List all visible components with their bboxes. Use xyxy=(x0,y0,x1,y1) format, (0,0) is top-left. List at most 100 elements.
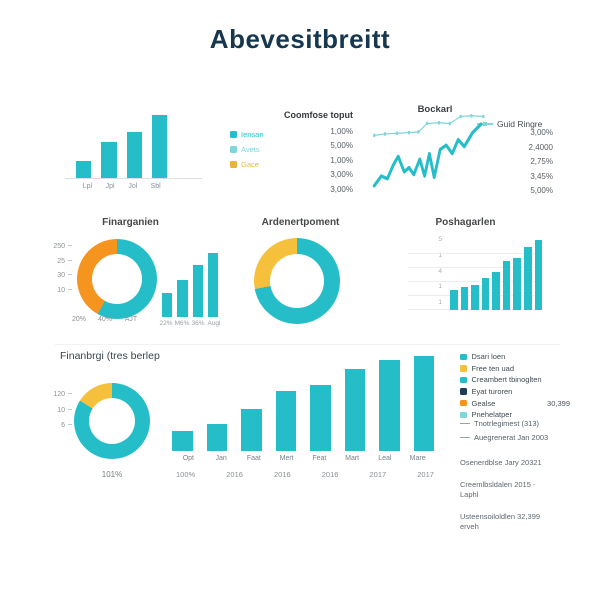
trend-line-primary xyxy=(372,122,483,188)
legend-label: Dsari loen xyxy=(471,352,506,362)
x-axis-line xyxy=(65,178,202,179)
trend-line-secondary xyxy=(374,115,484,137)
section-divider xyxy=(55,344,560,345)
table-value: 5,00% xyxy=(330,141,353,151)
value-label: 5,00% xyxy=(530,186,553,196)
bar xyxy=(310,384,331,451)
finanbrgi-donut xyxy=(74,383,150,459)
x-axis-label: Mert xyxy=(279,455,294,462)
legend-swatch-icon xyxy=(230,146,237,153)
line-markers xyxy=(373,114,485,138)
finanbrgi-y-axis: 120 10 6 xyxy=(40,391,72,438)
legend-swatch-icon xyxy=(460,376,467,384)
bar xyxy=(379,360,400,451)
legend-swatch-icon xyxy=(460,399,467,407)
finanbrgi-bar-labels: Opt Jan Faat Mert Feat Mart Leal Mare xyxy=(172,455,434,462)
line-legend-label: Guid Ringre xyxy=(497,119,543,129)
x-axis-label: Mare xyxy=(409,455,426,462)
y-tick-label: 250 xyxy=(38,243,72,258)
donut-hole xyxy=(270,254,324,308)
line-chart-values: 3,00% 2,4000 2,75% 3,45% 5,00% xyxy=(495,128,553,201)
finarganien-x-labels: 20% 40% AJT xyxy=(66,316,144,323)
bar xyxy=(513,258,521,310)
y-tick-label: 30 xyxy=(38,272,72,287)
year-label: 100% xyxy=(176,470,196,479)
finarganien-mini-bar-chart xyxy=(162,253,218,317)
bar xyxy=(207,253,218,317)
legend-item: Eyat turoren xyxy=(460,386,578,398)
y-tick-label: 10 xyxy=(38,287,72,302)
line-marker-icon xyxy=(460,436,470,438)
legend-item: Dsari loen xyxy=(460,351,578,363)
x-axis-label: 40% xyxy=(97,316,112,323)
bar xyxy=(206,424,227,451)
bar xyxy=(177,280,188,317)
y-tick-label: 5 xyxy=(428,236,442,252)
finanbrgi-legend: Dsari loen Free ten uad Creambert tbinoglt… xyxy=(460,351,578,421)
bar xyxy=(481,277,490,310)
page-title: Abevesitbreitt xyxy=(209,24,391,54)
year-label: 2017 xyxy=(369,470,387,479)
poshagarlen-title: Poshagarlen xyxy=(435,217,496,228)
donut-hole xyxy=(89,398,135,444)
legend-label: Creambert tbinoglten xyxy=(471,375,542,385)
bar xyxy=(275,390,296,451)
legend-label: Free ten uad xyxy=(471,363,515,373)
legend-label: Eyat turoren xyxy=(471,387,513,397)
finarganien-mini-bar-labels: 22% M6% 36% Augl xyxy=(158,320,222,327)
table-value: 3,00% xyxy=(330,170,353,180)
note-text: Creemlbsldalen 2015 - Laphl xyxy=(460,479,536,500)
legend-item: Pnehelatper xyxy=(460,409,578,421)
x-axis-label: Jan xyxy=(215,455,227,462)
line-chart-title: Bockarl xyxy=(417,104,453,115)
x-axis-label: Jpl xyxy=(105,183,115,190)
legend-label: Tnotrlegimest (313) xyxy=(474,419,540,429)
x-axis-label: Mart xyxy=(345,455,360,462)
bar xyxy=(241,409,262,451)
finarganien-title: Finarganien xyxy=(102,217,159,228)
bar xyxy=(534,240,543,310)
x-axis-label: Lpl xyxy=(82,183,93,190)
value-label: 2,75% xyxy=(530,157,553,167)
y-tick-label: 6 xyxy=(40,422,72,438)
legend-swatch-icon xyxy=(230,161,237,168)
finarganien-y-axis: 250 25 30 10 xyxy=(38,243,72,301)
x-axis-label: M6% xyxy=(174,320,190,327)
bar xyxy=(460,286,469,310)
finarganien-donut xyxy=(77,239,157,319)
top-left-bar-labels: Lpl Jpl Jol Sbl xyxy=(76,183,167,190)
bar xyxy=(162,293,173,317)
legend-label: Auegrenerat Jan 2003 xyxy=(474,432,549,442)
y-tick-label: 25 xyxy=(38,258,72,273)
y-tick-label: 10 xyxy=(40,407,72,423)
table-legend: Iensan Avets Gace xyxy=(230,127,264,172)
legend-line-item: Tnotrlegimest (313) xyxy=(460,417,578,431)
legend-line-item: Auegrenerat Jan 2003 xyxy=(460,431,578,445)
finanbrgi-year-row: 100% 2016 2016 2016 2017 2017 xyxy=(176,470,434,479)
year-label: 2017 xyxy=(417,470,434,479)
legend-item: Gealse 30,399 xyxy=(460,397,578,409)
note-text: Osenerdblse Jary 20321 xyxy=(460,458,542,467)
legend-label: Iensan xyxy=(241,130,264,139)
legend-value: 30,399 xyxy=(547,398,570,408)
x-axis-label: Opt xyxy=(182,455,195,462)
bar xyxy=(151,115,167,178)
table-value: 1,00% xyxy=(330,127,353,136)
finanbrgi-bar-chart xyxy=(172,356,434,451)
bar xyxy=(502,261,511,310)
legend-swatch-icon xyxy=(230,131,237,138)
finanbrgi-notes: Osenerdblse Jary 20321 Creemlbsldalen 201… xyxy=(460,458,555,544)
x-axis-label: Sbl xyxy=(150,183,161,190)
bar xyxy=(76,161,92,178)
table-header: Coomfose toput xyxy=(284,110,353,120)
legend-item: Iensan xyxy=(230,127,264,142)
x-axis-label: Feat xyxy=(312,455,327,462)
x-axis-label: 36% xyxy=(191,320,205,327)
x-axis-label: Jol xyxy=(128,183,138,190)
bar xyxy=(492,272,500,310)
donut-hole xyxy=(92,254,142,304)
finanbrgi-section-title: Finanbrgi (tres berlep xyxy=(60,350,160,362)
legend-label: Gace xyxy=(241,160,259,169)
line-marker-icon xyxy=(477,122,493,126)
